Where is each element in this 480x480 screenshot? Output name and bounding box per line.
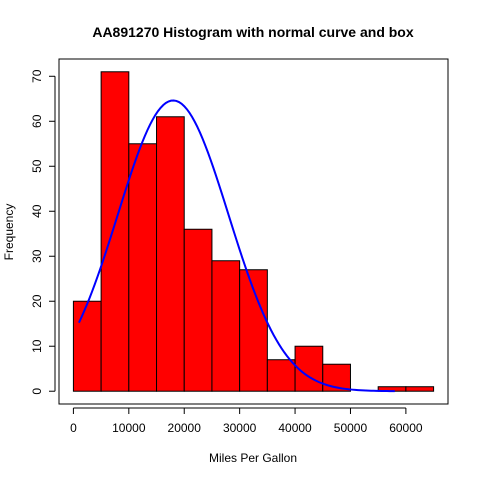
bars-group: [72, 71, 435, 392]
normal-curve: [78, 99, 395, 393]
plot-frame: [58, 58, 449, 405]
y-axis: 0 10 20 30 40 50 60 70: [30, 69, 56, 395]
x-tick-label: 10000: [112, 421, 146, 435]
histogram-bar: [266, 359, 296, 392]
y-tick-label: 30: [30, 249, 44, 263]
y-tick-label: 60: [30, 114, 44, 128]
x-tick-label: 60000: [389, 421, 423, 435]
histogram-bar: [128, 143, 158, 392]
y-tick-label: 40: [30, 204, 44, 218]
histogram-bar: [156, 116, 185, 392]
x-tick-label: 30000: [223, 421, 257, 435]
histogram-bar: [211, 260, 241, 392]
x-axis-label: Miles Per Gallon: [209, 451, 297, 465]
y-tick-label: 10: [30, 339, 44, 353]
histogram-bar: [322, 363, 351, 392]
y-tick-label: 70: [30, 69, 44, 83]
y-axis-label: Frequency: [2, 204, 16, 261]
histogram-bar: [72, 300, 102, 392]
x-axis: 0 10000 20000 30000 40000 50000 60000: [70, 407, 423, 435]
histogram-bar: [405, 386, 435, 392]
x-tick-label: 20000: [168, 421, 202, 435]
y-tick-label: 50: [30, 159, 44, 173]
histogram-bar: [183, 228, 213, 392]
x-tick-label: 0: [70, 421, 77, 435]
x-tick-label: 40000: [278, 421, 312, 435]
y-tick-label: 20: [30, 294, 44, 308]
x-tick-label: 50000: [334, 421, 368, 435]
chart-title: AA891270 Histogram with normal curve and…: [92, 24, 414, 40]
y-tick-label: 0: [30, 388, 44, 395]
histogram-bar: [100, 71, 130, 392]
